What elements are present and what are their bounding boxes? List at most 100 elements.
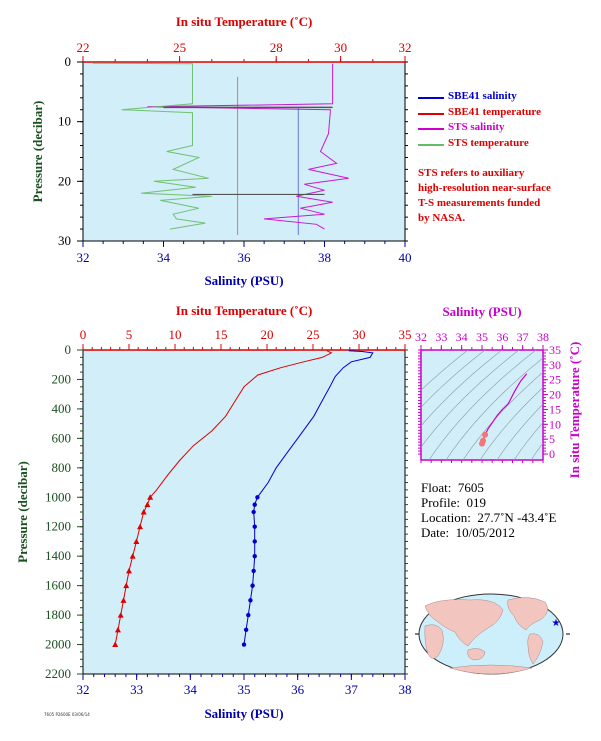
inset-density-contour bbox=[530, 442, 543, 460]
bottom-temp-axis-label: In situ Temperature (˚C) bbox=[176, 303, 313, 318]
inset-sal-tick-label: 37 bbox=[517, 330, 529, 344]
bottom-salinity-marker bbox=[252, 539, 257, 544]
top-sal-tick-label: 38 bbox=[318, 250, 331, 265]
inset-plot-area bbox=[420, 349, 544, 461]
inset-density-contour bbox=[428, 350, 537, 460]
legend-swatch-sbe41-salinity bbox=[418, 97, 444, 99]
inset-temp-tick-label: 10 bbox=[549, 417, 561, 431]
bottom-salinity-marker bbox=[252, 502, 257, 507]
bottom-plot-area bbox=[82, 349, 406, 675]
top-plot-area bbox=[82, 61, 406, 242]
bottom-pressure-tick-label: 1800 bbox=[45, 607, 71, 622]
bottom-temp-tick-label: 0 bbox=[80, 327, 87, 342]
inset-density-contour bbox=[496, 403, 543, 460]
legend-label-sbe41-temperature: SBE41 temperature bbox=[448, 105, 541, 118]
inset-sal-tick-label: 38 bbox=[537, 330, 549, 344]
inset-ts-marker bbox=[482, 431, 489, 438]
bottom-temperature-marker bbox=[120, 597, 127, 603]
date-label: Date: bbox=[421, 525, 450, 540]
bottom-sal-tick-label: 34 bbox=[184, 682, 198, 697]
bottom-pressure-tick-label: 600 bbox=[52, 430, 72, 445]
inset-temp-axis-label: In situ Temperature (˚C) bbox=[567, 342, 582, 479]
bottom-temp-tick-label: 35 bbox=[399, 327, 412, 342]
top-pressure-axis-label: Pressure (decibar) bbox=[30, 101, 45, 203]
bottom-pressure-tick-label: 1000 bbox=[45, 489, 71, 504]
note-line: by NASA. bbox=[418, 212, 466, 224]
bottom-sal-tick-label: 35 bbox=[238, 682, 251, 697]
bottom-sal-tick-label: 33 bbox=[130, 682, 143, 697]
inset-sal-tick-label: 36 bbox=[496, 330, 508, 344]
bottom-temp-tick-label: 15 bbox=[215, 327, 228, 342]
asia-land bbox=[424, 599, 504, 647]
date-value: 10/05/2012 bbox=[455, 525, 515, 540]
bottom-salinity-marker bbox=[255, 495, 260, 500]
top-pressure-tick-label: 10 bbox=[58, 114, 71, 129]
legend-swatch-sts-temperature bbox=[418, 143, 444, 146]
bottom-salinity-marker bbox=[252, 524, 257, 529]
south-america-land bbox=[527, 633, 544, 665]
float-label: Float: bbox=[421, 480, 452, 495]
top-pressure-tick-label: 20 bbox=[58, 173, 71, 188]
note-line: STS refers to auxiliary bbox=[418, 167, 525, 179]
legend-label-sts-temperature: STS temperature bbox=[448, 136, 529, 149]
world-map-land bbox=[424, 597, 548, 675]
inset-temp-tick-label: 0 bbox=[549, 447, 555, 461]
bottom-temperature-marker bbox=[112, 641, 119, 648]
inset-ts-marker bbox=[480, 437, 487, 444]
legend-swatch-sts-salinity bbox=[418, 128, 444, 130]
location-row: Location: 27.7˚N -43.4˚E bbox=[421, 510, 556, 525]
inset-density-contour bbox=[479, 387, 543, 460]
bottom-sal-tick-label: 36 bbox=[291, 682, 305, 697]
bottom-pressure-tick-label: 2000 bbox=[45, 637, 71, 652]
bottom-temperature-marker bbox=[137, 523, 144, 530]
profile-value: 019 bbox=[466, 495, 487, 510]
bottom-temperature-line bbox=[114, 350, 333, 645]
bottom-temperature-marker bbox=[147, 494, 154, 500]
legend-label-sts-salinity: STS salinity bbox=[448, 121, 505, 133]
inset-density-contours bbox=[421, 350, 543, 460]
bottom-sal-axis-label: Salinity (PSU) bbox=[204, 706, 283, 721]
inset-temp-tick-label: 30 bbox=[549, 358, 561, 372]
bottom-temperature-marker bbox=[129, 553, 136, 559]
legend-label-sbe41-salinity: SBE41 salinity bbox=[448, 90, 517, 102]
bottom-pressure-axis-label: Pressure (decibar) bbox=[15, 461, 30, 563]
bottom-salinity-line bbox=[243, 350, 374, 645]
africa-land bbox=[424, 624, 444, 659]
inset-density-contour bbox=[513, 421, 543, 460]
legend-item-sbe41-temperature: SBE41 temperature bbox=[418, 106, 541, 122]
bottom-temperature-marker bbox=[117, 612, 124, 618]
top-series-sts-temperature bbox=[92, 62, 212, 230]
bottom-salinity-marker bbox=[251, 568, 256, 574]
inset-sal-tick-label: 33 bbox=[435, 330, 447, 344]
bottom-pressure-tick-label: 200 bbox=[52, 371, 72, 386]
float-value: 7605 bbox=[457, 480, 484, 495]
bottom-temp-tick-label: 25 bbox=[307, 327, 320, 342]
inset-temp-tick-label: 15 bbox=[549, 402, 561, 416]
float-location-star: ★ bbox=[552, 618, 561, 629]
inset-density-contour bbox=[445, 357, 543, 460]
inset-temp-tick-label: 25 bbox=[549, 373, 561, 387]
bottom-temperature-marker bbox=[126, 567, 132, 574]
inset-sal-axis-label: Salinity (PSU) bbox=[442, 304, 521, 319]
inset-sal-tick-label: 34 bbox=[456, 330, 468, 344]
bottom-temperature-marker bbox=[114, 626, 121, 633]
bottom-salinity-marker bbox=[248, 598, 253, 603]
top-temp-tick-label: 25 bbox=[173, 40, 186, 55]
bottom-temperature-marker bbox=[140, 509, 147, 515]
inset-temp-tick-label: 20 bbox=[549, 388, 561, 402]
bottom-sal-tick-label: 32 bbox=[77, 682, 90, 697]
legend-top: SBE41 salinity SBE41 temperature STS sal… bbox=[418, 90, 541, 152]
profile-label: Profile: bbox=[421, 495, 460, 510]
bottom-sal-tick-label: 38 bbox=[399, 682, 412, 697]
bottom-sal-tick-label: 37 bbox=[345, 682, 359, 697]
top-temp-tick-label: 22 bbox=[77, 40, 90, 55]
inset-density-contour bbox=[421, 350, 503, 427]
top-temp-tick-label: 30 bbox=[334, 40, 347, 55]
inset-sal-tick-label: 35 bbox=[476, 330, 488, 344]
note-line: high-resolution near-surface bbox=[418, 182, 551, 194]
bottom-salinity-marker bbox=[243, 627, 249, 633]
top-sal-tick-label: 34 bbox=[157, 250, 171, 265]
bottom-temp-tick-label: 10 bbox=[169, 327, 182, 342]
